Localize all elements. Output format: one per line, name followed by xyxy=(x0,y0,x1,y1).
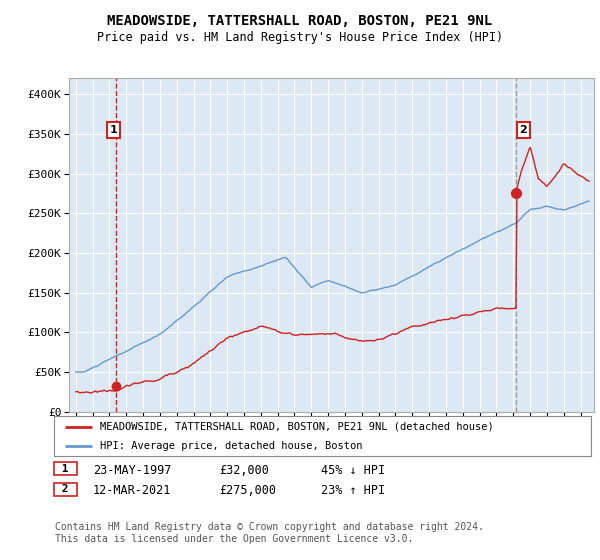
Text: 2: 2 xyxy=(55,484,76,494)
Text: £275,000: £275,000 xyxy=(219,484,276,497)
Text: Price paid vs. HM Land Registry's House Price Index (HPI): Price paid vs. HM Land Registry's House … xyxy=(97,31,503,44)
Text: £32,000: £32,000 xyxy=(219,464,269,477)
Text: 12-MAR-2021: 12-MAR-2021 xyxy=(93,484,172,497)
Text: HPI: Average price, detached house, Boston: HPI: Average price, detached house, Bost… xyxy=(100,441,362,450)
Text: 1: 1 xyxy=(109,125,117,135)
Text: 2: 2 xyxy=(519,125,527,135)
Text: 23-MAY-1997: 23-MAY-1997 xyxy=(93,464,172,477)
Text: 23% ↑ HPI: 23% ↑ HPI xyxy=(321,484,385,497)
Text: Contains HM Land Registry data © Crown copyright and database right 2024.
This d: Contains HM Land Registry data © Crown c… xyxy=(55,522,484,544)
Text: 1: 1 xyxy=(55,464,76,474)
Text: 45% ↓ HPI: 45% ↓ HPI xyxy=(321,464,385,477)
Text: MEADOWSIDE, TATTERSHALL ROAD, BOSTON, PE21 9NL: MEADOWSIDE, TATTERSHALL ROAD, BOSTON, PE… xyxy=(107,14,493,28)
Text: MEADOWSIDE, TATTERSHALL ROAD, BOSTON, PE21 9NL (detached house): MEADOWSIDE, TATTERSHALL ROAD, BOSTON, PE… xyxy=(100,422,493,432)
